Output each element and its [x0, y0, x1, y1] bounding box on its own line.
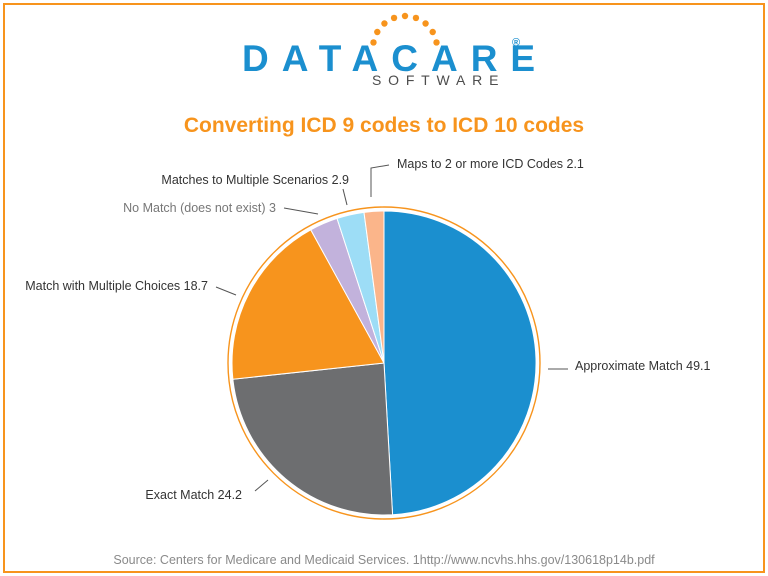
- source-note: Source: Centers for Medicare and Medicai…: [113, 553, 655, 567]
- logo-dot: [422, 20, 429, 27]
- pie-slice-maps-to-2-or-more-icd-codes: [363, 210, 385, 364]
- logo-dot: [381, 20, 388, 27]
- logo-dot: [370, 39, 377, 46]
- logo-dots-icon: [370, 12, 440, 46]
- slice-label: Matches to Multiple Scenarios 2.9: [161, 173, 349, 187]
- logo-dot: [374, 28, 381, 36]
- logo-tagline: SOFTWARE: [372, 72, 506, 88]
- logo-wordmark: DATACARE: [242, 38, 549, 79]
- pie-slice-exact-match: [232, 362, 394, 516]
- logo-dot: [412, 14, 420, 22]
- logo-dot: [401, 12, 409, 20]
- logo-dot: [390, 14, 398, 22]
- slice-label: Exact Match 24.2: [145, 488, 242, 502]
- chart-title: Converting ICD 9 codes to ICD 10 codes: [183, 114, 585, 137]
- label-leader-line: [254, 479, 269, 492]
- logo-dot: [433, 39, 440, 46]
- logo-registered-mark: ®: [512, 37, 521, 49]
- label-leader-line: [370, 164, 390, 197]
- label-leader-line: [342, 188, 348, 206]
- slice-label: Match with Multiple Choices 18.7: [25, 279, 208, 293]
- slice-label: Approximate Match 49.1: [575, 359, 711, 373]
- label-leader-line: [215, 286, 237, 296]
- label-leader-line: [283, 207, 319, 215]
- slice-label: Maps to 2 or more ICD Codes 2.1: [397, 157, 584, 171]
- logo-dot: [429, 28, 436, 36]
- pie-slice-match-with-multiple-choices: [231, 229, 385, 380]
- pie-outline-ring: [227, 206, 541, 520]
- pie-slice-approximate-match: [383, 210, 537, 516]
- slice-label: No Match (does not exist) 3: [123, 201, 276, 215]
